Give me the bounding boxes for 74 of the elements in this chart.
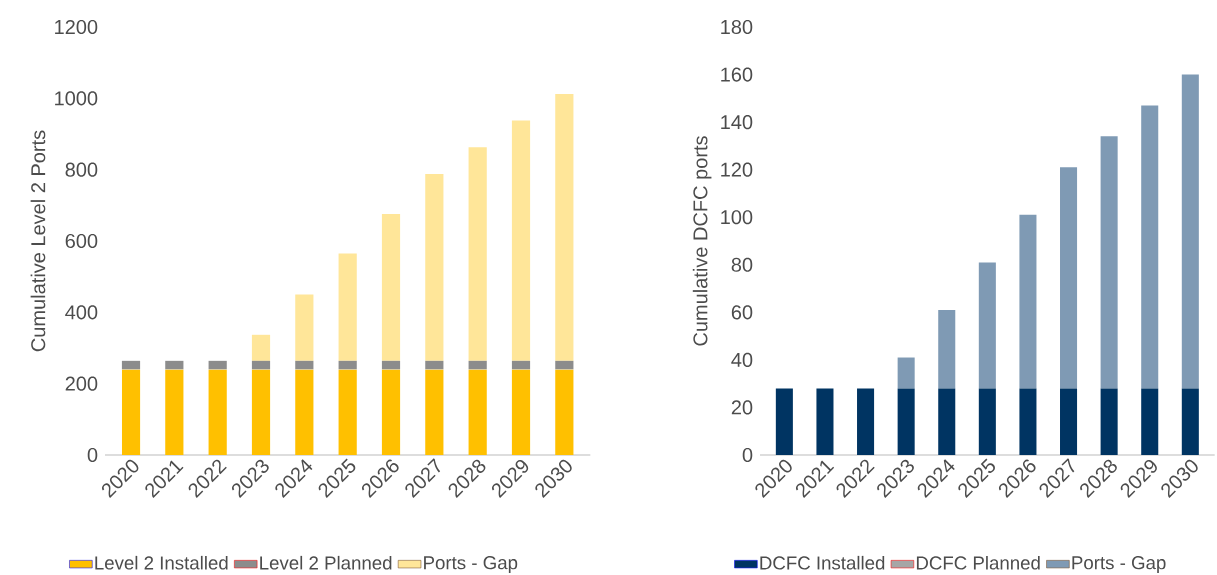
bar [468,369,487,455]
bar [338,369,357,455]
y-tick-label: 20 [731,400,753,415]
bar [1019,388,1037,455]
bar [468,147,487,361]
y-tick-label: 180 [721,19,753,35]
bar [295,369,314,455]
bar [555,360,574,370]
bar [938,388,956,455]
bar [978,262,996,389]
bar [555,369,574,455]
bar [338,253,357,361]
bar [468,360,487,370]
y-tick-label: 80 [731,257,753,272]
bar [775,388,793,455]
y-tick-label: 600 [65,233,98,249]
bar [1141,388,1159,455]
bar [425,360,444,370]
legend-label: Level 2 Planned [260,555,392,570]
bar [511,360,531,370]
bar [857,388,875,455]
bar [1100,388,1118,455]
y-axis-title: Cumulative DCFC ports [692,136,712,346]
bar [897,388,915,455]
bar [381,213,401,361]
bar [381,369,401,455]
bar [425,173,444,361]
bar [938,309,956,389]
bar [251,360,271,370]
bar [897,357,915,389]
bar [555,94,574,361]
bar [511,120,531,361]
bar [165,369,184,455]
bar [1100,136,1118,389]
y-tick-label: 200 [65,376,98,391]
bar [251,369,271,455]
bar [295,294,314,361]
legend-label: DCFC Planned [916,555,1040,570]
bar [1019,214,1037,389]
legend-label: DCFC Installed [760,555,885,570]
y-tick-label: 140 [721,115,753,130]
y-tick-label: 1200 [55,19,98,35]
bar [1181,388,1199,455]
y-tick-label: 800 [65,162,98,177]
y-tick-label: 120 [721,162,753,177]
bar [251,334,271,361]
bar [425,369,444,455]
y-axis-title: Cumulative Level 2 Ports [30,130,46,352]
bar [511,369,531,455]
legend-label: Ports - Gap [424,556,518,574]
bar [338,360,357,370]
y-tick-label: 0 [742,447,753,463]
bar [816,388,834,455]
bar [121,369,141,455]
bar [1141,105,1159,389]
bar [121,360,141,370]
legend-label: Level 2 Installed [95,555,228,570]
y-tick-label: 40 [731,352,753,367]
bar [381,360,401,370]
legend-label: Ports - Gap [1072,556,1166,574]
y-tick-label: 400 [65,305,98,320]
y-tick-label: 100 [721,210,753,225]
bar [208,360,227,370]
bar [165,360,184,370]
y-tick-label: 60 [731,305,753,320]
y-tick-label: 1000 [55,91,98,106]
bar [1060,167,1078,389]
bar [295,360,314,370]
bar [978,388,996,455]
y-tick-label: 160 [721,67,753,82]
bar [1181,74,1199,389]
y-tick-label: 0 [87,447,98,463]
bar [208,369,227,455]
bar [1060,388,1078,455]
